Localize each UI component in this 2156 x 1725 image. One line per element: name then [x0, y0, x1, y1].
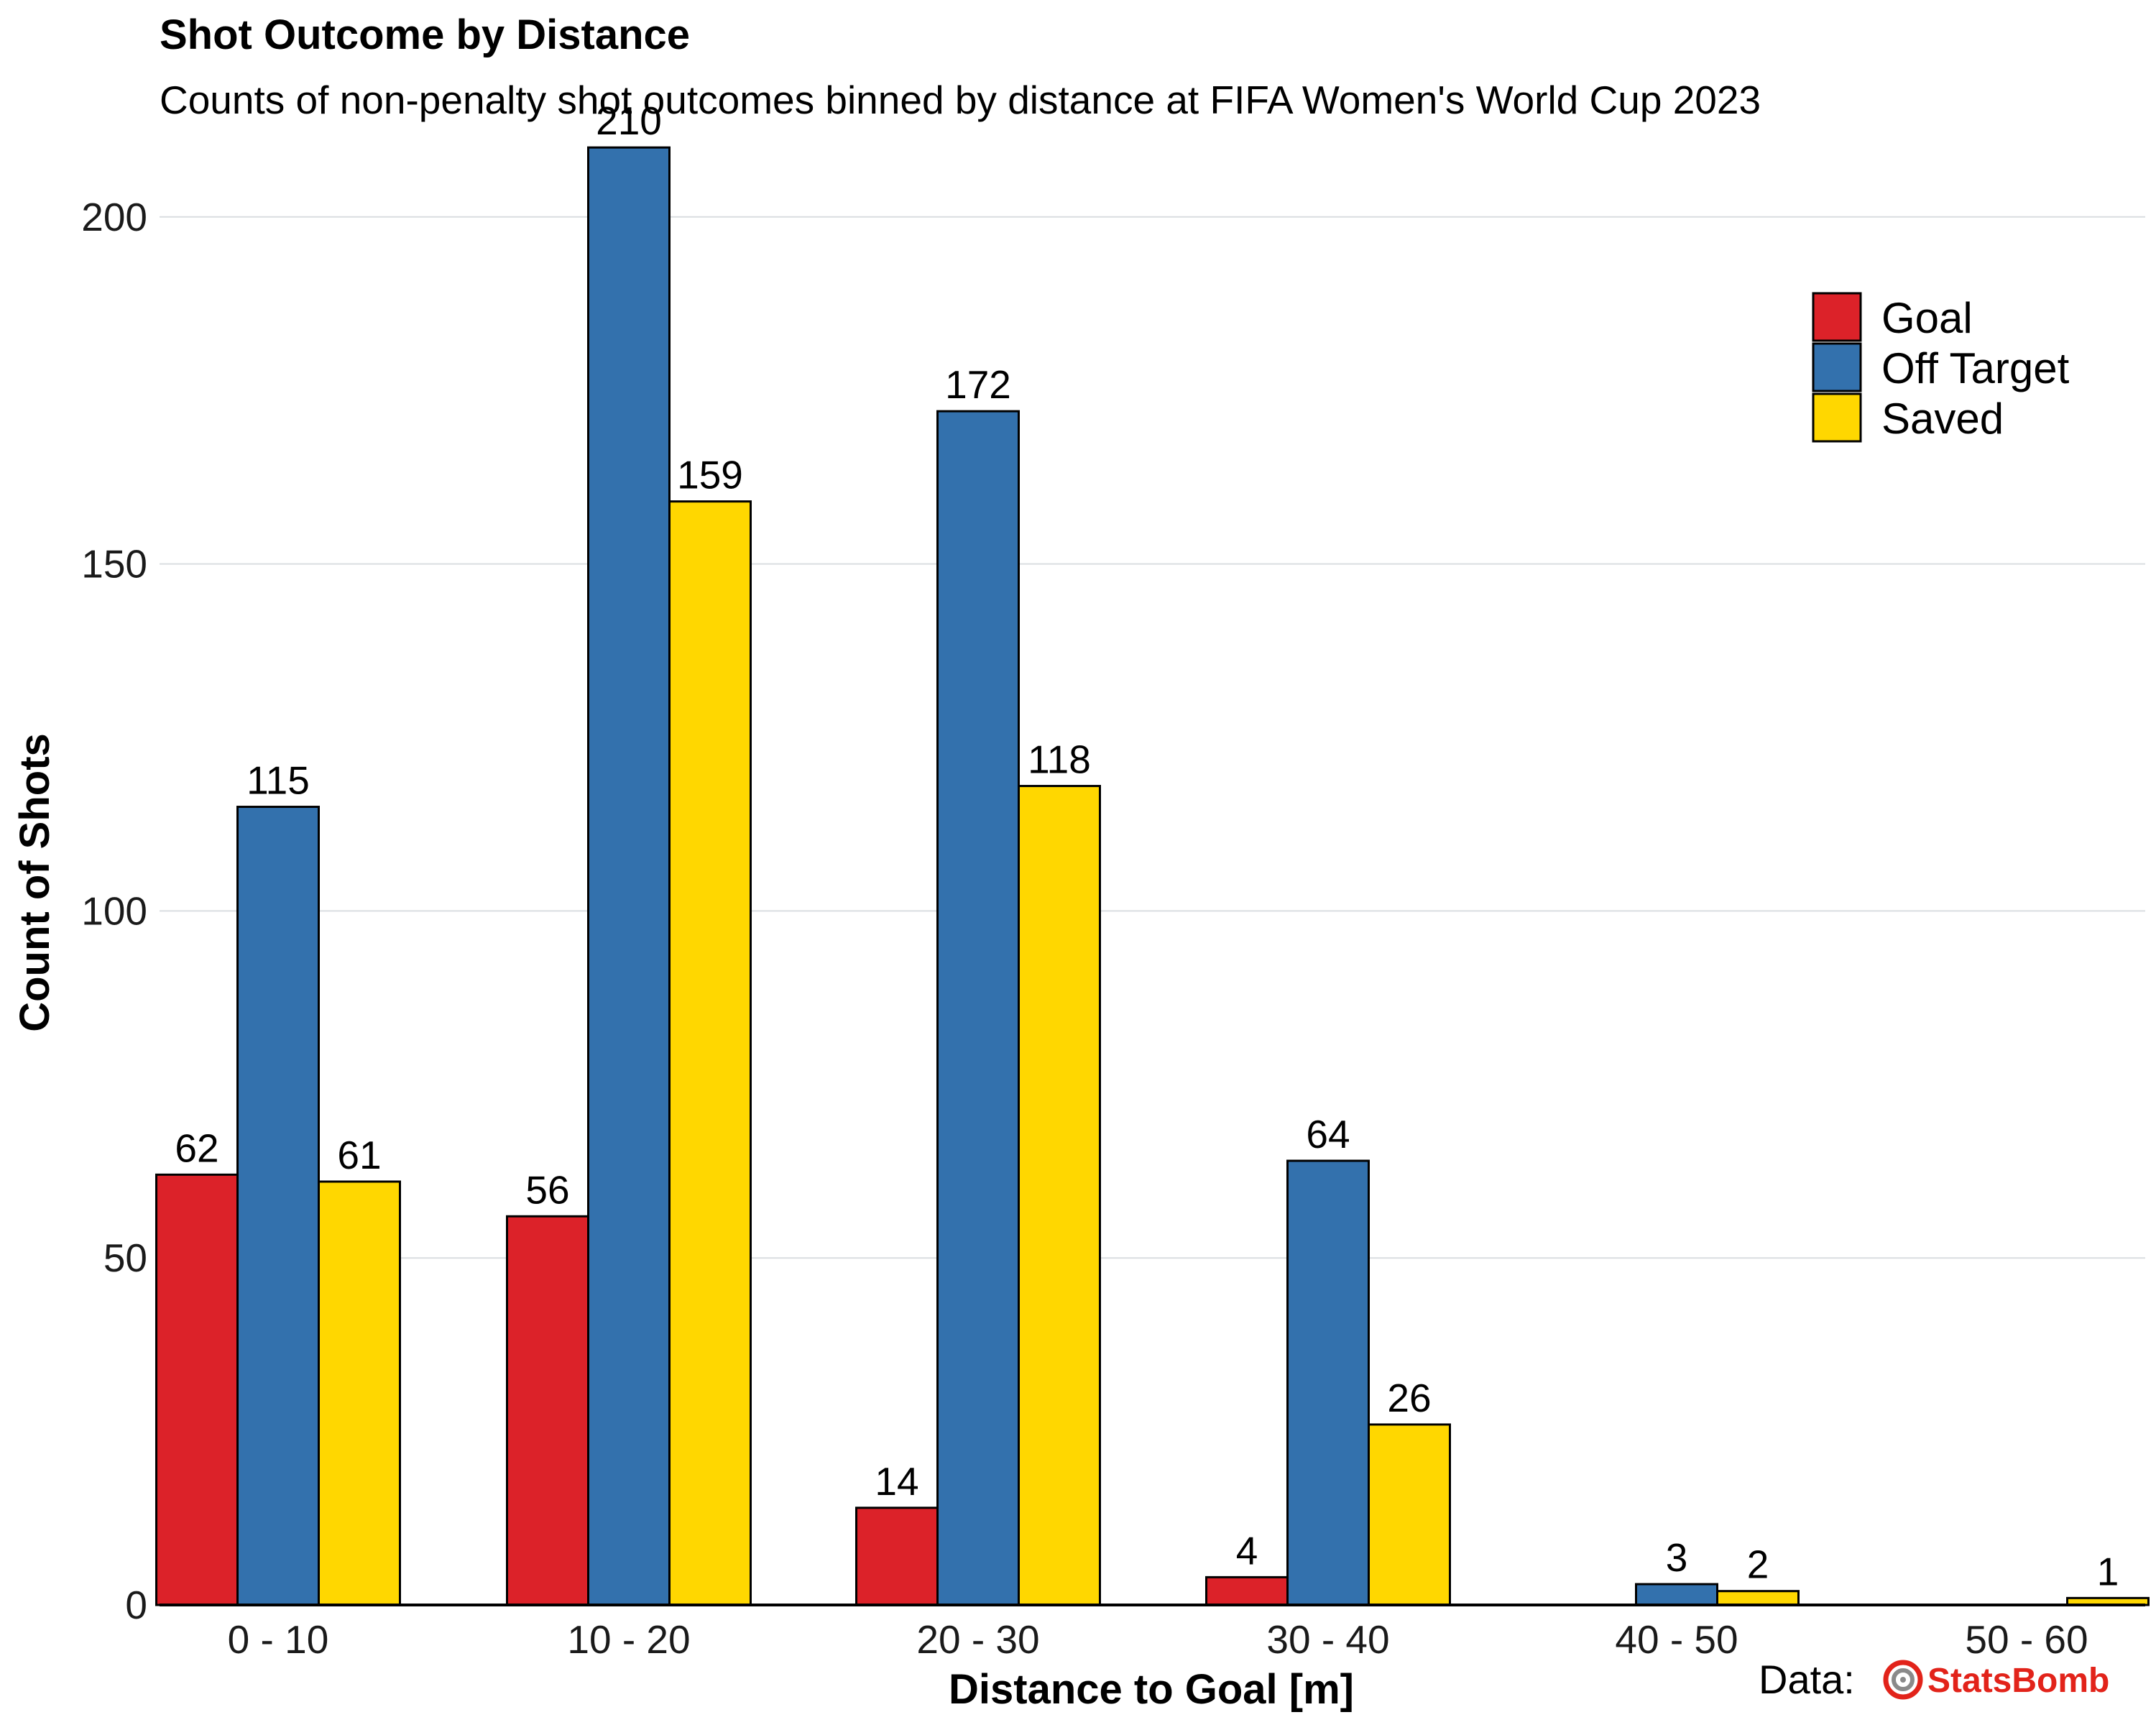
- bar-value-label: 64: [1306, 1112, 1350, 1156]
- x-tick-label: 0 - 10: [228, 1617, 329, 1662]
- bar-off-target: [587, 146, 671, 1606]
- gridlines: [160, 216, 2145, 1259]
- bar-saved: [318, 1180, 401, 1606]
- bar-goal: [1205, 1576, 1289, 1606]
- bar-off-target: [1635, 1583, 1718, 1606]
- bar-goal: [855, 1506, 939, 1606]
- bar-saved: [1716, 1590, 1800, 1606]
- bar-off-target: [1286, 1159, 1370, 1606]
- bar-saved: [1368, 1423, 1451, 1606]
- x-axis-title: Distance to Goal [m]: [949, 1666, 1354, 1713]
- bar-value-label: 56: [525, 1167, 569, 1212]
- bar-saved: [668, 500, 752, 1606]
- bar-value-label: 4: [1236, 1528, 1258, 1573]
- y-tick-label: 0: [125, 1583, 147, 1627]
- bar-value-label: 62: [175, 1126, 218, 1170]
- y-tick-label: 150: [81, 542, 147, 586]
- chart-subtitle: Counts of non-penalty shot outcomes binn…: [160, 78, 1761, 122]
- statsbomb-brand: StatsBomb: [1927, 1662, 2109, 1700]
- x-tick-label: 40 - 50: [1615, 1617, 1738, 1662]
- legend-swatch-off-target: [1812, 342, 1862, 392]
- x-tick-label: 10 - 20: [567, 1617, 690, 1662]
- bar-value-label: 1: [2097, 1549, 2119, 1593]
- y-tick-label: 200: [81, 195, 147, 239]
- y-axis-title: Count of Shots: [11, 733, 58, 1032]
- x-axis-ticks: 0 - 10 10 - 20 20 - 30 30 - 40 40 - 50 50 - 6…: [228, 1617, 2088, 1662]
- statsbomb-target-icon: [1883, 1660, 1923, 1700]
- bar-value-label: 14: [875, 1459, 918, 1504]
- data-credit-prefix: Data:: [1759, 1657, 1855, 1702]
- bar-value-label: 61: [337, 1133, 381, 1177]
- bar-off-target: [236, 806, 320, 1606]
- bars: [155, 146, 2150, 1606]
- legend-label: Goal: [1881, 294, 1973, 342]
- y-tick-label: 50: [103, 1236, 147, 1280]
- bar-saved: [1018, 785, 1101, 1606]
- bar-value-label: 2: [1747, 1542, 1769, 1587]
- bar-goal: [155, 1173, 239, 1606]
- x-tick-label: 50 - 60: [1965, 1617, 2088, 1662]
- x-tick-label: 20 - 30: [916, 1617, 1039, 1662]
- bar-value-label: 118: [1028, 737, 1091, 782]
- data-credit: Data: StatsBomb: [1759, 1657, 2109, 1702]
- bar-value-label: 159: [677, 453, 743, 497]
- bar-value-label: 172: [945, 362, 1011, 407]
- bar-value-label: 3: [1666, 1535, 1688, 1580]
- legend-swatch-saved: [1812, 392, 1862, 443]
- y-axis-ticks: 0 50 100 150 200: [81, 195, 147, 1627]
- legend-label: Off Target: [1881, 344, 2070, 392]
- y-tick-label: 100: [81, 888, 147, 933]
- x-tick-label: 30 - 40: [1266, 1617, 1389, 1662]
- legend-label: Saved: [1881, 395, 2004, 443]
- bar-off-target: [936, 410, 1020, 1606]
- chart-title: Shot Outcome by Distance: [160, 12, 690, 58]
- bar-value-label: 26: [1387, 1376, 1431, 1420]
- bar-value-label: 210: [596, 98, 662, 143]
- value-labels: 62 115 61 56 210 159 14 172 118 4 64 26 3 2 1: [175, 98, 2119, 1593]
- legend-swatch-goal: [1812, 292, 1862, 342]
- bar-value-label: 115: [247, 758, 310, 803]
- bar-goal: [506, 1215, 589, 1606]
